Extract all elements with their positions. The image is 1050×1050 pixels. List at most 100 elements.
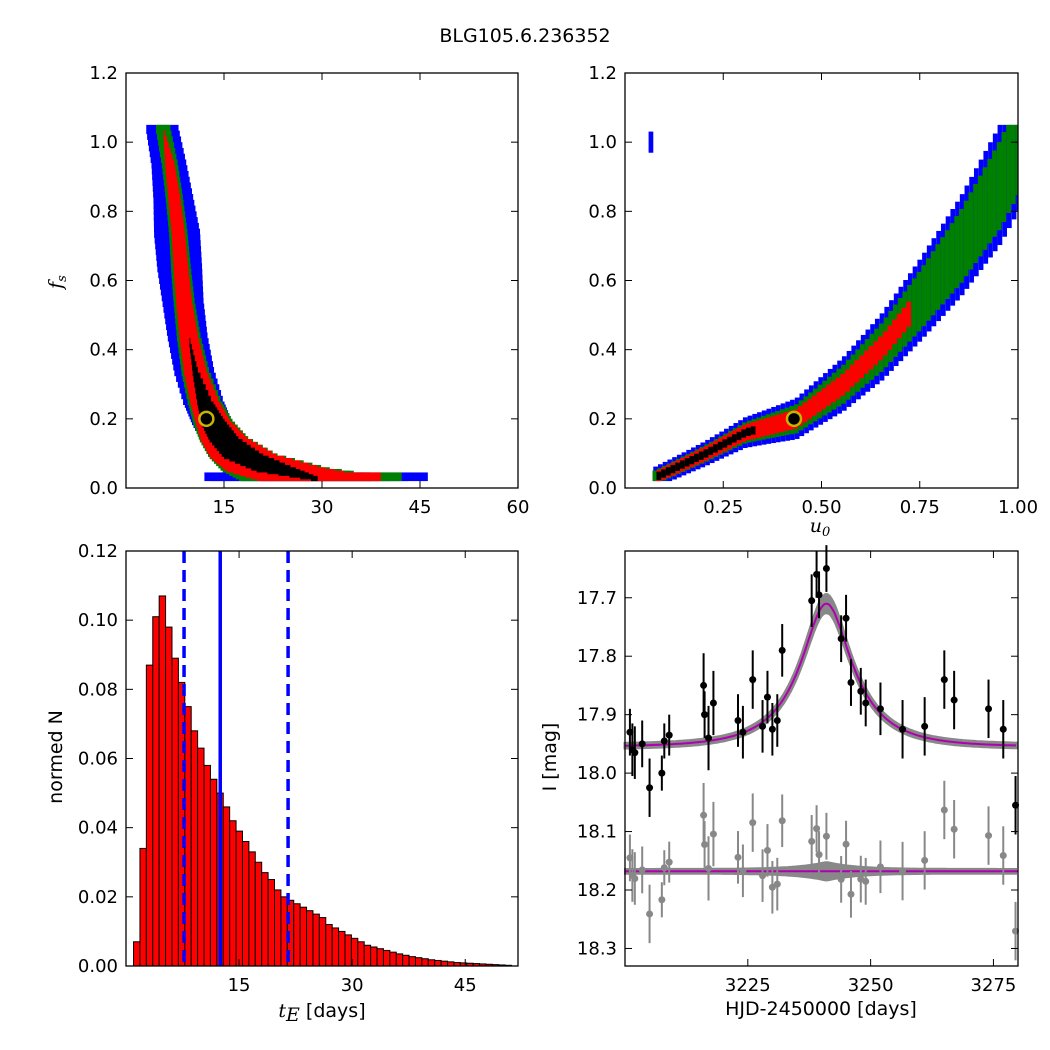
red-region-cell (175, 286, 191, 296)
red-region-cell (169, 205, 182, 215)
panel-te-histogram-axes: 15 30 45 0.00 0.02 0.04 0.06 0.08 0.10 0.12 (78, 541, 519, 996)
data-point (857, 687, 865, 695)
residual-point (1012, 927, 1020, 935)
red-region-cell (171, 222, 185, 233)
residual-point (899, 867, 907, 875)
black-region-cell (189, 338, 191, 348)
black-region-cell (195, 384, 206, 394)
histogram-bar (197, 747, 205, 967)
histogram-bar (421, 958, 429, 967)
black-region-cell (722, 439, 728, 448)
panel-fs-vs-te-axes: 15 30 45 60 0.0 0.2 0.4 0.6 0.8 1.0 1.2 (89, 63, 529, 518)
p4-ytick-label: 18.3 (577, 938, 617, 959)
data-point (768, 725, 776, 733)
data-point (822, 565, 830, 573)
p2-ytick-label: 0.8 (588, 201, 617, 222)
red-region-cell (802, 402, 808, 423)
histogram-bar (229, 820, 237, 967)
p1-xtick-label: 30 (311, 497, 334, 518)
green-region-cell (1006, 124, 1011, 214)
best-fit-marker (198, 410, 215, 428)
red-region-cell (263, 472, 381, 482)
data-point (700, 681, 708, 689)
histogram-bar (434, 959, 442, 967)
data-point (899, 725, 907, 733)
residual-point (660, 864, 668, 872)
p3-ytick-label: 0.06 (78, 749, 118, 770)
residual-point (837, 875, 845, 883)
p3-ytick-label: 0.02 (78, 887, 118, 908)
histogram-bar (152, 616, 160, 967)
data-point (646, 784, 654, 792)
red-region-cell (166, 170, 177, 181)
p1-xtick-label: 60 (507, 497, 530, 518)
blue-region-cell (648, 131, 654, 153)
p3-ytick-label: 0.04 (78, 818, 118, 839)
red-region-cell (171, 228, 185, 238)
residual-point (813, 825, 821, 833)
red-region-cell (892, 319, 897, 344)
p4-ytick-label: 18.2 (577, 880, 617, 901)
p3-xtick-label: 30 (341, 975, 364, 996)
histogram-bar (261, 872, 269, 967)
red-region-cell (845, 369, 850, 392)
p4-ytick-label: 17.9 (577, 705, 617, 726)
black-region-cell (736, 431, 742, 441)
residual-point (646, 910, 654, 918)
residual-point (950, 825, 958, 833)
green-region-cell (987, 158, 993, 244)
red-region-cell (172, 234, 186, 244)
histogram-bar (293, 903, 301, 967)
p2-ytick-label: 1.2 (588, 63, 617, 84)
panel-light-curve: 3225 3250 3275 17.7 17.8 17.9 18.0 18.1 18.2 18.3… (539, 545, 1020, 1020)
black-region-cell (670, 464, 676, 474)
p4-ytick-label: 17.8 (577, 646, 617, 667)
best-fit-marker (785, 410, 803, 428)
red-region-cell (174, 268, 189, 279)
data-point (701, 711, 709, 719)
histogram-bar (145, 664, 154, 967)
red-region-cell (769, 416, 775, 435)
black-region-cell (289, 472, 309, 478)
green-region-cell (944, 230, 950, 300)
red-region-cell (868, 346, 874, 370)
red-region-cell (177, 309, 194, 319)
residual-point (701, 841, 709, 849)
p4-ytick-label: 18.0 (577, 763, 617, 784)
histogram-bar (133, 941, 141, 967)
histogram-bar (165, 626, 173, 967)
data-point (940, 676, 948, 684)
green-region-cell (921, 265, 927, 327)
green-region-cell (996, 142, 1002, 231)
residual-point (739, 867, 747, 875)
black-region-cell (661, 469, 666, 478)
histogram-bar (171, 657, 179, 967)
green-region-cell (954, 216, 960, 289)
data-point (660, 737, 668, 745)
residual-point (759, 872, 767, 880)
black-region-cell (191, 355, 195, 365)
green-region-cell (911, 278, 917, 337)
histogram-bar (370, 946, 378, 967)
red-region-cell (878, 336, 883, 361)
histogram-bar (318, 917, 327, 967)
histogram-bar (414, 957, 423, 967)
panel-fs-vs-u0-heatmap (648, 124, 1018, 482)
histogram-bar (376, 948, 384, 967)
black-region-cell (193, 372, 201, 382)
red-region-cell (830, 381, 836, 403)
black-region-cell (196, 395, 211, 405)
red-region-cell (164, 153, 173, 163)
histogram-bar (312, 913, 320, 967)
histogram-bar (241, 841, 250, 967)
black-region-cell (194, 378, 204, 388)
red-region-cell (178, 320, 196, 331)
red-region-cell (167, 188, 180, 198)
panel-te-histogram-bars (133, 551, 513, 967)
data-point (638, 740, 646, 748)
residual-point (862, 877, 870, 885)
histogram-bar (299, 906, 308, 967)
red-region-cell (821, 388, 827, 410)
histogram-bar (338, 930, 346, 967)
